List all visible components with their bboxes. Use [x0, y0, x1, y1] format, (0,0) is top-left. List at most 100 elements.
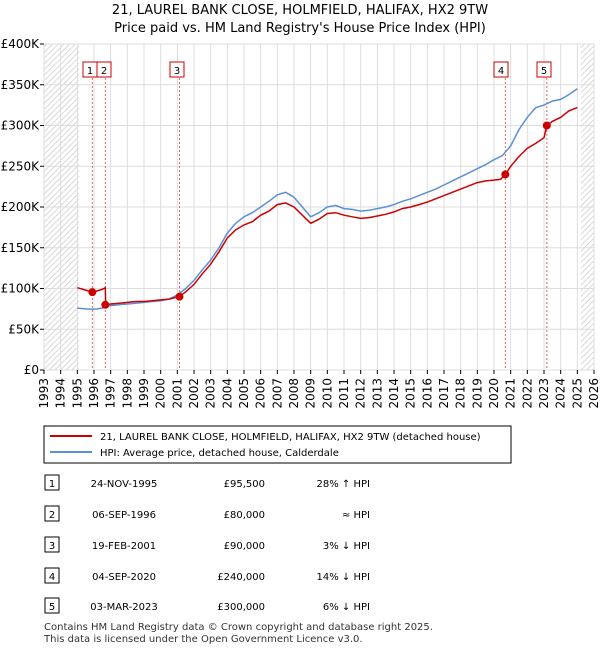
- y-tick-label-250000: £250K: [1, 159, 41, 173]
- x-tick-label-2026: 2026: [587, 378, 600, 409]
- sale-label-3: 3: [174, 66, 180, 77]
- series-lines: [77, 88, 578, 311]
- transaction-price: £90,000: [224, 541, 265, 552]
- y-tick-label-150000: £150K: [1, 241, 41, 255]
- transaction-date: 06-SEP-1996: [92, 510, 156, 521]
- hpi-line: [77, 88, 578, 311]
- transaction-num: 1: [49, 479, 55, 490]
- y-tick-label-50000: £50K: [8, 322, 40, 336]
- transaction-hpi: 28% ↑ HPI: [317, 479, 370, 490]
- x-tick-label-1997: 1997: [104, 378, 118, 409]
- sale-point-1: [88, 288, 97, 297]
- sale-label-5: 5: [541, 66, 547, 77]
- grid: [43, 43, 595, 371]
- legend: 21, LAUREL BANK CLOSE, HOLMFIELD, HALIFA…: [43, 425, 512, 464]
- y-tick-label-350000: £350K: [1, 78, 41, 92]
- transaction-price: £95,500: [224, 479, 265, 490]
- x-tick-label-2008: 2008: [287, 378, 301, 409]
- transaction-num: 3: [49, 541, 55, 552]
- footer-line-2: This data is licensed under the Open Gov…: [43, 634, 363, 645]
- x-tick-label-1994: 1994: [54, 378, 68, 409]
- x-tick-label-2009: 2009: [304, 378, 318, 409]
- chart-subtitle: Price paid vs. HM Land Registry's House …: [114, 21, 486, 36]
- x-tick-label-2014: 2014: [387, 378, 401, 409]
- chart-title: 21, LAUREL BANK CLOSE, HOLMFIELD, HALIFA…: [112, 3, 488, 18]
- transaction-date: 04-SEP-2020: [92, 572, 156, 583]
- y-tick-label-300000: £300K: [1, 119, 41, 133]
- transaction-price: £240,000: [217, 572, 265, 583]
- transaction-num-box: [44, 505, 60, 522]
- sale-label-box-2: [96, 61, 112, 78]
- transaction-price: £80,000: [224, 510, 265, 521]
- transaction-hpi: ≈ HPI: [342, 510, 370, 521]
- sale-point-3: [175, 292, 184, 301]
- legend-property-label: 21, LAUREL BANK CLOSE, HOLMFIELD, HALIFA…: [100, 432, 481, 443]
- x-tick-label-2011: 2011: [337, 378, 351, 409]
- transaction-row: 4 04-SEP-2020 £240,000 14% ↓ HPI: [44, 567, 370, 584]
- transaction-num: 2: [49, 510, 55, 521]
- x-tick-label-2022: 2022: [520, 378, 534, 409]
- sale-label-box-3: [169, 61, 185, 78]
- sale-label-box-5: [536, 61, 552, 78]
- transaction-num: 4: [49, 572, 55, 583]
- transaction-row: 1 24-NOV-1995 £95,500 28% ↑ HPI: [44, 474, 370, 491]
- x-tick-label-1998: 1998: [120, 378, 134, 409]
- transaction-num-box: [44, 474, 60, 491]
- transaction-hpi: 6% ↓ HPI: [323, 602, 370, 613]
- x-tick-label-2006: 2006: [254, 378, 268, 409]
- x-tick-label-1996: 1996: [87, 378, 101, 409]
- x-tick-label-2020: 2020: [487, 378, 501, 409]
- transaction-num-box: [44, 597, 60, 614]
- legend-hpi-label: HPI: Average price, detached house, Cald…: [100, 448, 339, 459]
- y-tick-label-200000: £200K: [1, 200, 41, 214]
- property-line: [77, 106, 578, 306]
- x-tick-label-2001: 2001: [170, 378, 184, 409]
- sale-label-box-4: [493, 61, 509, 78]
- x-tick-label-2016: 2016: [420, 378, 434, 409]
- x-tick-label-2003: 2003: [204, 378, 218, 409]
- x-tick-label-2021: 2021: [504, 378, 518, 409]
- x-tick-label-2000: 2000: [154, 378, 168, 409]
- sale-label-2: 2: [101, 66, 107, 77]
- transaction-row: 3 19-FEB-2001 £90,000 3% ↓ HPI: [44, 536, 370, 553]
- transaction-date: 19-FEB-2001: [92, 541, 156, 552]
- x-axis-ticks: 1993 1994 1995 1996 1997 1998 1999 2000 2001 2002…: [37, 370, 600, 409]
- x-tick-label-2012: 2012: [354, 378, 368, 409]
- transaction-num-box: [44, 567, 60, 584]
- x-tick-label-2004: 2004: [220, 378, 234, 409]
- x-tick-label-2005: 2005: [237, 378, 251, 409]
- transaction-num: 5: [49, 602, 55, 613]
- x-tick-label-2013: 2013: [370, 378, 384, 409]
- x-tick-label-1999: 1999: [137, 378, 151, 409]
- x-tick-label-2019: 2019: [470, 378, 484, 409]
- x-tick-label-1995: 1995: [70, 378, 84, 409]
- x-tick-label-1993: 1993: [37, 378, 51, 409]
- x-tick-label-2024: 2024: [554, 378, 568, 409]
- sale-point-5: [542, 121, 551, 130]
- x-tick-label-2002: 2002: [187, 378, 201, 409]
- transaction-hpi: 3% ↓ HPI: [323, 541, 370, 552]
- transaction-price: £300,000: [217, 602, 265, 613]
- sale-points: [88, 121, 551, 309]
- transaction-hpi: 14% ↓ HPI: [317, 572, 370, 583]
- y-axis-ticks: £0 £50K £100K £150K £200K £250K £300K £350K £400…: [1, 37, 44, 377]
- sale-label-1: 1: [87, 66, 93, 77]
- x-tick-label-2023: 2023: [537, 378, 551, 409]
- transaction-date: 03-MAR-2023: [90, 602, 157, 613]
- transaction-row: 2 06-SEP-1996 £80,000 ≈ HPI: [44, 505, 370, 522]
- sale-point-2: [101, 300, 110, 309]
- x-tick-label-2018: 2018: [454, 378, 468, 409]
- y-tick-label-400000: £400K: [1, 37, 41, 51]
- footer-line-1: Contains HM Land Registry data © Crown c…: [44, 622, 433, 633]
- transaction-date: 24-NOV-1995: [91, 479, 158, 490]
- y-tick-label-0: £0: [24, 363, 39, 377]
- y-tick-label-100000: £100K: [1, 282, 41, 296]
- x-tick-label-2025: 2025: [570, 378, 584, 409]
- x-tick-label-2015: 2015: [404, 378, 418, 409]
- transaction-row: 5 03-MAR-2023 £300,000 6% ↓ HPI: [44, 597, 370, 614]
- transactions-table: 1 24-NOV-1995 £95,500 28% ↑ HPI 2 06-SEP-1996…: [44, 474, 370, 614]
- x-tick-label-2007: 2007: [270, 378, 284, 409]
- x-tick-label-2010: 2010: [320, 378, 334, 409]
